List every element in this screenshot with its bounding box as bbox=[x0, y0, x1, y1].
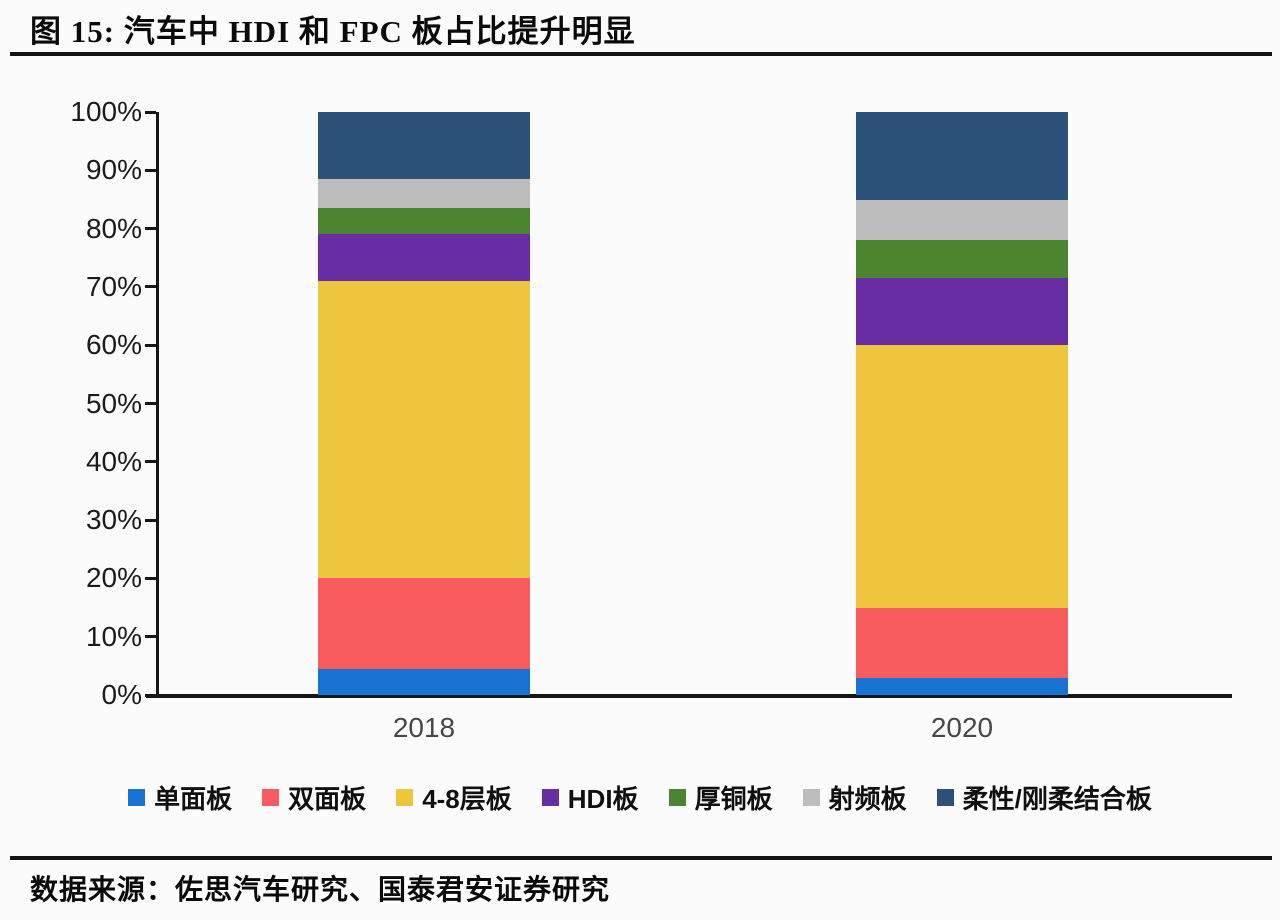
y-tick-label: 20% bbox=[85, 562, 142, 594]
legend-label: 射频板 bbox=[828, 784, 907, 814]
legend-label: 单面板 bbox=[154, 784, 233, 814]
legend-swatch-icon bbox=[262, 789, 280, 806]
bar-segment bbox=[856, 607, 1068, 678]
legend-item: 单面板 bbox=[128, 779, 232, 816]
legend-item: 双面板 bbox=[262, 779, 366, 816]
legend-swatch-icon bbox=[936, 789, 954, 806]
y-tick bbox=[145, 110, 156, 114]
y-tick-label: 50% bbox=[85, 387, 142, 419]
legend-swatch-icon bbox=[802, 789, 820, 806]
chart-legend: 单面板 双面板 4-8层板 HDI板 厚铜板 射频板 柔性/刚柔结合板 bbox=[0, 779, 1280, 816]
legend-label: 4-8层板 bbox=[422, 784, 512, 814]
bar-segment bbox=[856, 278, 1068, 346]
legend-swatch-icon bbox=[128, 789, 146, 806]
y-tick-label: 40% bbox=[85, 445, 142, 477]
y-tick bbox=[145, 343, 156, 347]
y-tick-label: 70% bbox=[85, 270, 142, 302]
data-source-text: 数据来源：佐思汽车研究、国泰君安证券研究 bbox=[30, 875, 611, 906]
y-tick-label: 0% bbox=[101, 679, 142, 710]
y-tick-label: 80% bbox=[85, 212, 142, 244]
legend-label: 厚铜板 bbox=[694, 784, 773, 814]
legend-label: 双面板 bbox=[288, 784, 367, 814]
bar-segment bbox=[856, 240, 1068, 279]
y-tick bbox=[145, 227, 156, 231]
y-tick bbox=[145, 402, 156, 405]
x-axis-line bbox=[146, 694, 1232, 698]
stacked-bar-2018 bbox=[318, 112, 530, 695]
y-tick bbox=[145, 168, 156, 172]
y-tick-label: 10% bbox=[85, 620, 142, 652]
bar-segment bbox=[318, 234, 530, 282]
y-tick-label: 30% bbox=[85, 504, 142, 536]
legend-label: HDI板 bbox=[567, 784, 639, 814]
legend-item: 柔性/刚柔结合板 bbox=[936, 779, 1152, 816]
legend-item: 4-8层板 bbox=[396, 779, 512, 816]
legend-swatch-icon bbox=[541, 789, 559, 806]
legend-swatch-icon bbox=[396, 789, 414, 806]
x-axis-label: 2020 bbox=[930, 712, 994, 743]
y-tick-label: 100% bbox=[70, 96, 142, 127]
legend-item: 射频板 bbox=[802, 779, 907, 816]
y-tick bbox=[145, 460, 156, 464]
x-axis-label: 2018 bbox=[392, 712, 456, 743]
bar-segment bbox=[856, 199, 1068, 241]
y-tick bbox=[145, 576, 156, 580]
y-tick-label: 90% bbox=[85, 154, 142, 186]
y-tick bbox=[145, 285, 156, 289]
bar-segment bbox=[856, 345, 1068, 608]
legend-item: HDI板 bbox=[541, 779, 639, 816]
legend-item: 厚铜板 bbox=[668, 779, 773, 816]
bar-segment bbox=[318, 281, 530, 579]
y-tick bbox=[145, 635, 156, 639]
figure-title: 图 15: 汽车中 HDI 和 FPC 板占比提升明显 bbox=[30, 14, 636, 49]
bar-segment bbox=[318, 578, 530, 669]
legend-swatch-icon bbox=[668, 789, 686, 806]
legend-label: 柔性/刚柔结合板 bbox=[962, 784, 1152, 814]
y-tick-label: 60% bbox=[85, 329, 142, 361]
bar-segment bbox=[856, 677, 1068, 695]
y-tick bbox=[145, 518, 156, 522]
bar-segment bbox=[318, 112, 530, 180]
bar-segment bbox=[318, 208, 530, 235]
bar-segment bbox=[318, 179, 530, 209]
y-axis-line bbox=[156, 112, 159, 698]
bar-segment bbox=[318, 668, 530, 695]
source-divider-line bbox=[10, 856, 1272, 860]
bar-segment bbox=[856, 112, 1068, 200]
stacked-bar-2020 bbox=[856, 112, 1068, 695]
title-divider-line bbox=[10, 52, 1272, 56]
